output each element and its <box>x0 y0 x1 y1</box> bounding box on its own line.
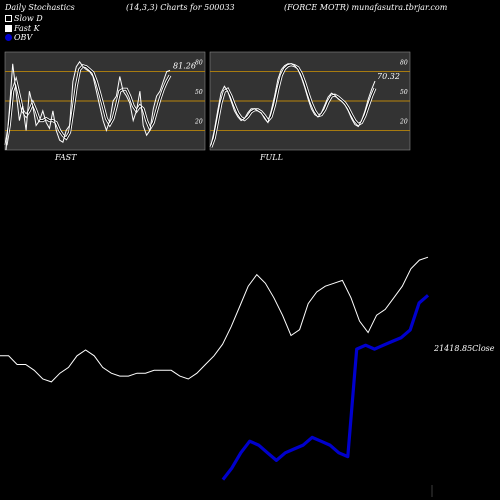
price-obv-panel: 21418.85Close <box>0 256 495 497</box>
level-tick-label-80: 80 <box>400 60 408 67</box>
obv-line <box>221 294 430 481</box>
fast-k-line <box>5 60 171 151</box>
panel-label: FAST <box>54 153 77 162</box>
header-center-title: (14,3,3) Charts for 500033 <box>126 3 235 12</box>
header-left-title: Daily Stochastics <box>5 3 75 12</box>
close-price-line <box>0 256 429 383</box>
header-right-title: (FORCE MOTR) munafasutra.tbrjar.com <box>284 3 448 12</box>
legend-swatch-fast-k <box>5 25 12 32</box>
level-tick-label-50: 50 <box>195 89 203 96</box>
legend-label-slow-d: Slow D <box>14 14 43 23</box>
slow-d-line <box>5 65 171 146</box>
level-tick-label-20: 20 <box>194 118 203 125</box>
legend-obv: OBV <box>5 33 32 42</box>
legend-slow-d: Slow D <box>5 14 43 23</box>
level-tick-label-50: 50 <box>400 89 408 96</box>
stochastic-panel-fast: 80 50 20 81.26 FAST <box>4 51 206 162</box>
close-value-label: 21418.85Close <box>433 344 495 353</box>
legend-label-fast-k: Fast K <box>14 24 40 33</box>
level-tick-label-80: 80 <box>195 60 203 67</box>
legend-fast-k: Fast K <box>5 24 40 33</box>
last-value-label: 70.32 <box>377 72 400 81</box>
last-value-label: 81.26 <box>173 61 196 70</box>
legend-swatch-slow-d <box>5 15 12 22</box>
stochastic-panel-full: 80 50 20 70.32 FULL <box>209 51 411 162</box>
fast-k-line <box>210 63 376 146</box>
level-tick-label-20: 20 <box>399 118 408 125</box>
legend-swatch-obv <box>5 34 12 41</box>
panel-label: FULL <box>259 153 283 162</box>
legend-label-obv: OBV <box>14 33 33 42</box>
